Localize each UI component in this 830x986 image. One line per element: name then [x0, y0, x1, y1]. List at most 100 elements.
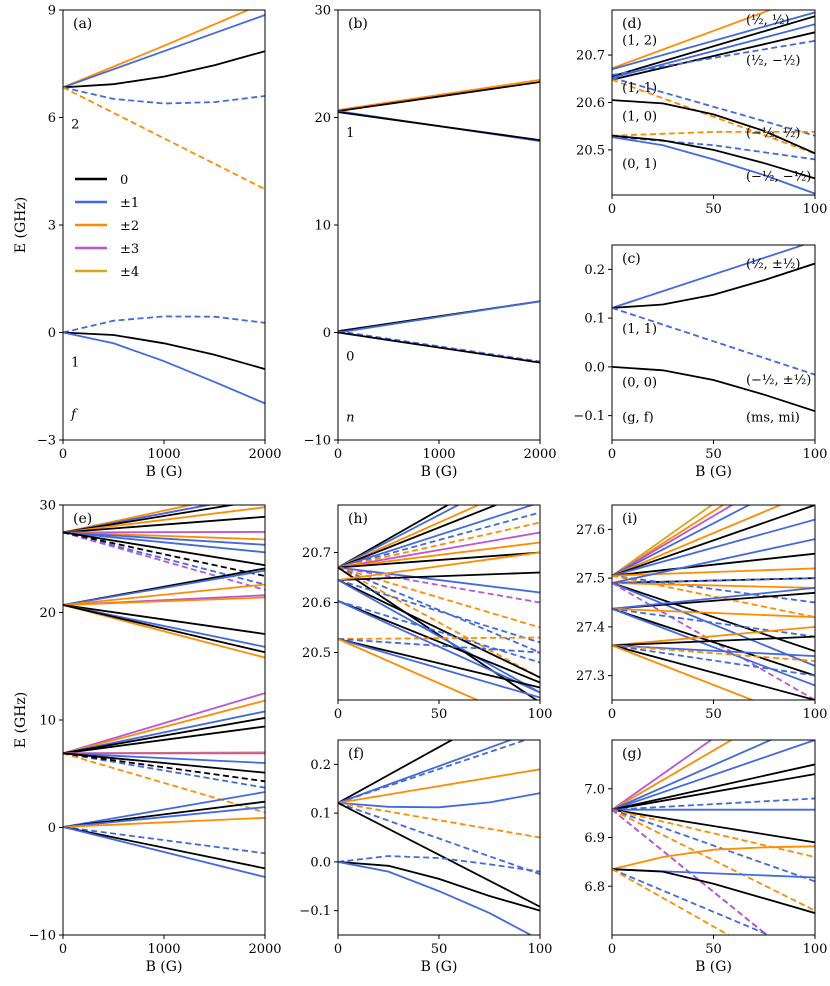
annotation: (0, 0) [622, 375, 657, 390]
series-line [338, 768, 540, 804]
annotation: 2 [71, 117, 79, 132]
series-line [612, 607, 815, 638]
series-line [338, 579, 540, 679]
series-line [338, 802, 540, 908]
series-line [63, 531, 265, 591]
series-line [63, 692, 265, 755]
series-line [63, 826, 265, 855]
x-tick-label: 100 [528, 707, 553, 722]
series-line [338, 638, 480, 700]
annotation: (0, 1) [622, 157, 657, 172]
annotation: (½, ½) [746, 13, 790, 28]
series-group [338, 505, 540, 700]
annotation: n [346, 411, 354, 426]
series-line [338, 571, 540, 581]
series-line [612, 635, 815, 647]
legend-label: ±3 [120, 242, 139, 257]
annotation: (−½, ½) [746, 126, 801, 141]
x-tick-label: 2000 [523, 447, 556, 462]
series-line [612, 809, 769, 935]
annotation: (½, −½) [746, 54, 801, 69]
series-line [612, 505, 734, 577]
series-line [338, 855, 540, 873]
annotation: (1, 1) [622, 81, 657, 96]
annotation: 0 [346, 349, 354, 364]
x-tick-label: 0 [608, 447, 616, 462]
series-line [612, 505, 714, 577]
panel-label: (b) [348, 16, 368, 32]
y-tick-label: 20 [314, 111, 331, 126]
annotation: (1, 0) [622, 110, 657, 125]
series-line [63, 604, 265, 654]
series-line [612, 39, 815, 76]
x-tick-label: 50 [431, 707, 448, 722]
y-tick-label: −3 [37, 434, 56, 449]
series-line [338, 566, 538, 700]
legend: 0 ±1 ±2 ±3 ±4 [75, 173, 139, 280]
x-tick-label: 0 [334, 942, 342, 957]
panel-g: 0 50 100 6.8 6.9 7.0 (g) B (G) [584, 739, 827, 975]
series-line [63, 604, 265, 635]
y-tick-label: 0.2 [310, 758, 331, 773]
series-line [612, 577, 815, 584]
y-tick-label: 0.0 [584, 360, 605, 375]
series-line [338, 541, 540, 569]
x-tick-label: 100 [803, 202, 828, 217]
series-line [612, 567, 815, 577]
y-tick-label: 27.4 [576, 620, 605, 635]
series-line [338, 638, 540, 699]
panel-label: (d) [622, 16, 642, 32]
series-line [63, 596, 265, 606]
y-tick-label: 0 [323, 326, 331, 341]
series-line [338, 792, 540, 809]
series-line [612, 808, 815, 883]
x-tick-label: 0 [608, 707, 616, 722]
series-line [338, 551, 540, 569]
series-line [612, 78, 815, 155]
series-group [63, 505, 265, 878]
panel-h: 0 50 100 20.5 20.6 20.7 (h) [302, 504, 553, 722]
series-line [338, 505, 481, 569]
series-line [338, 531, 540, 569]
series-line [63, 515, 265, 534]
y-tick-label: −0.1 [299, 904, 331, 919]
series-line [338, 505, 450, 569]
x-tick-label: 0 [59, 942, 67, 957]
y-tick-label: 20.6 [302, 596, 331, 611]
series-line [338, 566, 540, 679]
x-tick-label: 2000 [248, 942, 281, 957]
y-tick-label: 7.0 [584, 782, 605, 797]
series-line [612, 552, 815, 577]
y-tick-label: 3 [48, 219, 56, 234]
y-tick-label: 27.6 [576, 523, 605, 538]
series-line [338, 638, 540, 654]
series-group [338, 740, 540, 935]
series-line [612, 245, 807, 309]
series-line [612, 868, 815, 914]
series-line [338, 505, 499, 569]
y-tick-label: −10 [29, 929, 56, 944]
y-tick-label: 0.1 [310, 807, 331, 822]
series-line [612, 582, 815, 653]
series-line [338, 551, 540, 581]
series-line [63, 752, 265, 789]
panel-label: (f) [348, 746, 364, 762]
panel-f: 0 50 100 −0.1 0.0 0.1 0.2 (f) B (G) [299, 739, 552, 975]
y-tick-label: 0.1 [584, 312, 605, 327]
annotation: 1 [346, 126, 354, 141]
y-tick-label: 20.7 [576, 49, 605, 64]
series-line [338, 638, 540, 689]
x-tick-label: 0 [608, 942, 616, 957]
series-line [63, 826, 265, 878]
series-line [612, 868, 771, 935]
annotation: (½, ±½) [746, 257, 801, 272]
series-line [338, 81, 540, 112]
series-line [612, 644, 815, 700]
panel-d: 0 50 100 20.5 20.6 20.7 (d) (1, 2) (1, 1) (1, 0) (… [576, 9, 828, 217]
series-line [63, 752, 265, 783]
series-line [338, 861, 533, 935]
series-line [338, 579, 540, 644]
